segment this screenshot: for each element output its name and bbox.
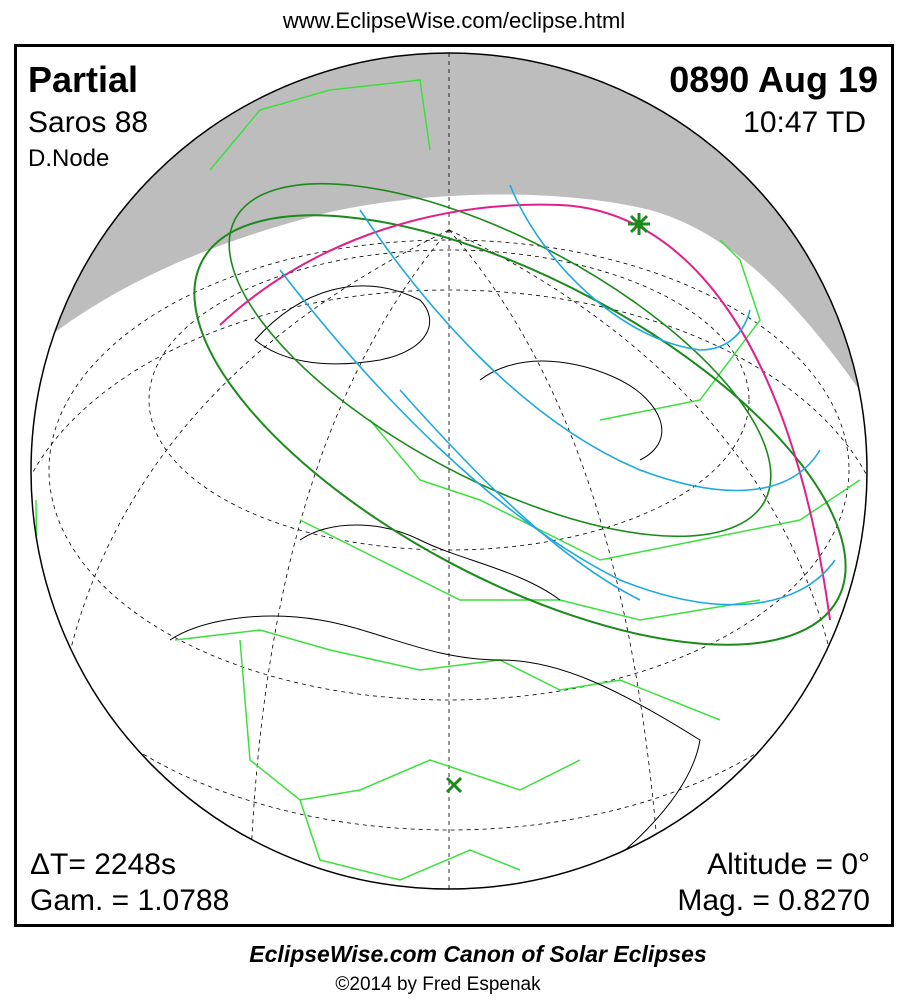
- sub-solar-marker: [445, 776, 463, 794]
- greatest-eclipse-marker: [628, 213, 650, 235]
- saros: Saros 88: [28, 106, 148, 139]
- url: www.EclipseWise.com/eclipse.html: [282, 8, 625, 33]
- footer-title: EclipseWise.com Canon of Solar Eclipses: [249, 941, 706, 967]
- coastlines: [169, 285, 701, 889]
- gamma: Gam. = 1.0788: [30, 884, 229, 917]
- magnitude: Mag. = 0.8270: [677, 884, 870, 917]
- node: D.Node: [28, 145, 109, 172]
- delta-t: ΔT= 2248s: [30, 848, 176, 881]
- magnitude-curves: [279, 184, 836, 606]
- eclipse-type: Partial: [28, 59, 138, 100]
- graticule: [31, 53, 867, 889]
- night-region: [31, 53, 867, 420]
- globe-outline: [30, 52, 868, 890]
- copyright: ©2014 by Fred Espenak: [335, 974, 541, 995]
- time: 10:47 TD: [743, 106, 866, 139]
- altitude: Altitude = 0°: [707, 848, 870, 881]
- eclipse-limit-outer: [193, 214, 847, 646]
- globe: [31, 53, 867, 889]
- date: 0890 Aug 19: [669, 59, 878, 100]
- max-eclipse-line: [219, 203, 831, 621]
- eclipse-limit-inner: [228, 182, 772, 538]
